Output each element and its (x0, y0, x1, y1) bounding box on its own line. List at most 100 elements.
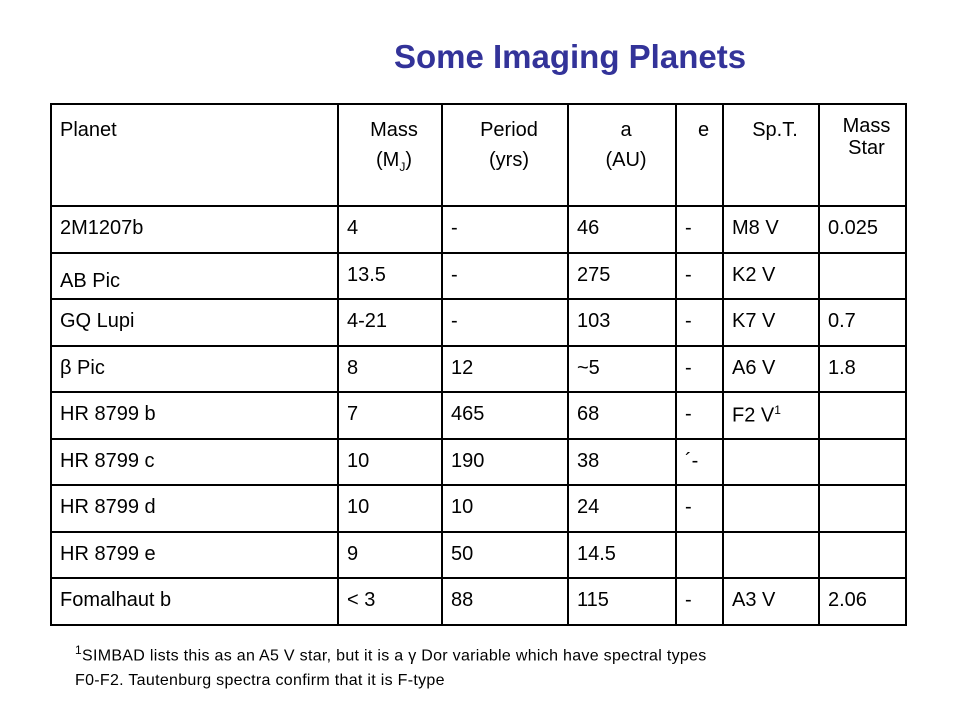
table-cell: 465 (441, 391, 569, 440)
header-text: e (697, 119, 710, 141)
table-cell: ~5 (567, 344, 677, 393)
table-cell: F2 V1 (722, 391, 820, 440)
header-text: Star (848, 137, 885, 159)
footnote-mark: 1 (75, 643, 82, 657)
table-row: GQ Lupi 4-21-103- K7 V 0.7 (50, 298, 907, 347)
header-row: Planet Mass (MJ) Period (yrs) a (AU) e Sp.T. Mass… (50, 103, 907, 207)
table-cell: GQ Lupi (50, 298, 339, 347)
table-cell: 9 (337, 530, 443, 579)
table-cell: ´- (675, 437, 724, 486)
table-row: HR 8799 e 9 50 14.5 (50, 530, 907, 579)
table-cell: - (441, 298, 569, 347)
header-text: (yrs) (489, 149, 529, 171)
table-cell: 2M1207b (50, 205, 339, 254)
unit-subscript: J (399, 160, 406, 174)
table-cell: K2 V (722, 251, 820, 300)
table-cell: 8 (337, 344, 443, 393)
table-cell (818, 251, 907, 300)
table-cell (818, 530, 907, 579)
table-cell (722, 530, 820, 579)
footnote: 1SIMBAD lists this as an A5 V star, but … (75, 638, 707, 693)
table-cell: 12 (441, 344, 569, 393)
table-cell: 88 (441, 577, 569, 626)
table-cell: - (675, 577, 724, 626)
table-cell (818, 437, 907, 486)
table-cell: < 3 (337, 577, 443, 626)
table-cell: - (675, 391, 724, 440)
table-cell (722, 437, 820, 486)
table-cell (818, 484, 907, 533)
table-cell: 103 (567, 298, 677, 347)
header-cell: Mass (MJ) (337, 103, 443, 207)
table-cell: β Pic (50, 344, 339, 393)
table-cell: 4 (337, 205, 443, 254)
header-text: Period (480, 119, 538, 141)
table-cell (675, 530, 724, 579)
header-text: (AU) (605, 149, 647, 171)
table-cell: 0.7 (818, 298, 907, 347)
table-cell: 24 (567, 484, 677, 533)
table-row: AB Pic 13.5-275- K2 V (50, 251, 907, 300)
table-cell: 46 (567, 205, 677, 254)
header-cell: Mass Star (818, 103, 907, 207)
header-cell: Sp.T. (722, 103, 820, 207)
table-cell (818, 391, 907, 440)
table-cell: 10 (337, 437, 443, 486)
table-cell: - (675, 251, 724, 300)
table-cell: - (441, 205, 569, 254)
table-row: HR 8799 b 7 465 68- F2 V1 (50, 391, 907, 440)
header-cell: Period (yrs) (441, 103, 569, 207)
cell-superscript: 1 (774, 403, 781, 417)
header-text: Planet (60, 119, 117, 141)
header-unit: (MJ) (347, 145, 441, 182)
table-cell: 38 (567, 437, 677, 486)
table-cell: HR 8799 b (50, 391, 339, 440)
footnote-text: SIMBAD lists this as an A5 V star, but i… (81, 647, 707, 665)
table-cell: AB Pic (50, 251, 339, 300)
cell-text: F2 V (732, 404, 775, 427)
table-cell: HR 8799 d (50, 484, 339, 533)
header-text: Mass (842, 115, 891, 137)
table-cell: 13.5 (337, 251, 443, 300)
table-cell: HR 8799 c (50, 437, 339, 486)
table-cell: Fomalhaut b (50, 577, 339, 626)
header-text: Mass (370, 119, 418, 141)
table-row: β Pic 8 12 ~5- A6 V 1.8 (50, 344, 907, 393)
table-row: HR 8799 c 10 190 38 ´- (50, 437, 907, 486)
header-cell: Planet (50, 103, 339, 207)
table-cell: 0.025 (818, 205, 907, 254)
table-cell: 10 (441, 484, 569, 533)
header-cell: e (675, 103, 724, 207)
table-cell: 50 (441, 530, 569, 579)
table-row: HR 8799 d 10 10 24- (50, 484, 907, 533)
table-header: Planet Mass (MJ) Period (yrs) a (AU) e Sp.T. Mass… (50, 103, 907, 207)
table-cell: K7 V (722, 298, 820, 347)
table-cell: 10 (337, 484, 443, 533)
table-cell: 14.5 (567, 530, 677, 579)
header-text: Sp.T. (752, 119, 798, 141)
table-cell: 2.06 (818, 577, 907, 626)
unit-text: (M (376, 149, 400, 171)
table-cell: HR 8799 e (50, 530, 339, 579)
table-cell: - (675, 344, 724, 393)
table-cell: - (675, 484, 724, 533)
footnote-line: F0-F2. Tautenburg spectra confirm that i… (75, 672, 445, 690)
slide-title: Some Imaging Planets (393, 38, 747, 75)
table-row: Fomalhaut b < 3 88 115- A3 V 2.06 (50, 577, 907, 626)
header-text: a (620, 119, 632, 141)
table-cell: - (675, 205, 724, 254)
table-cell: 190 (441, 437, 569, 486)
table-cell: 7 (337, 391, 443, 440)
planet-table: Planet Mass (MJ) Period (yrs) a (AU) e Sp.T. Mass… (50, 103, 907, 626)
table-cell: - (675, 298, 724, 347)
table-cell (722, 484, 820, 533)
table-body: 2M1207b 4-46- M8 V 0.025 AB Pic 13.5-275- K2 V… (50, 205, 907, 626)
table-cell: 275 (567, 251, 677, 300)
table-cell: - (441, 251, 569, 300)
table-cell: A6 V (722, 344, 820, 393)
table-cell: 1.8 (818, 344, 907, 393)
unit-text: ) (405, 149, 412, 171)
table-row: 2M1207b 4-46- M8 V 0.025 (50, 205, 907, 254)
table-cell: 4-21 (337, 298, 443, 347)
